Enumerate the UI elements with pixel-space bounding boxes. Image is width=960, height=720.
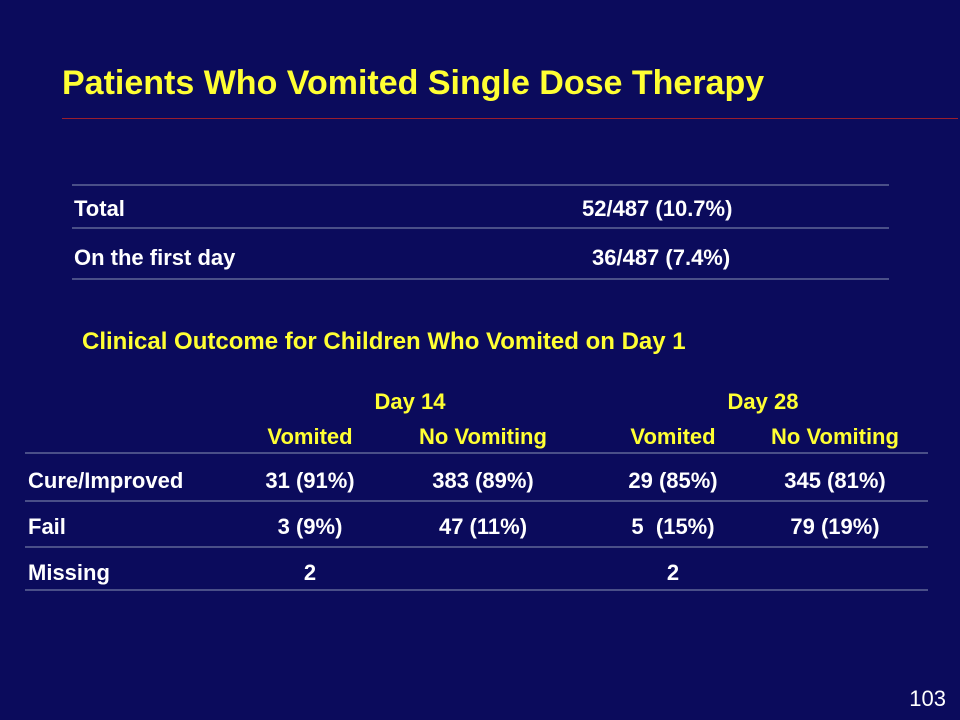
- group-header-day14: Day 14: [374, 389, 446, 414]
- outcome-row-rule: [25, 500, 928, 502]
- row-label: Fail: [28, 514, 66, 539]
- column-header: No Vomiting: [771, 424, 899, 449]
- outcome-row-rule: [25, 546, 928, 548]
- table-cell: 345 (81%): [784, 468, 886, 493]
- summary-rule-bottom: [72, 278, 889, 280]
- outcome-table-title: Clinical Outcome for Children Who Vomite…: [82, 328, 686, 355]
- table-cell: 383 (89%): [432, 468, 534, 493]
- summary-rule-top: [72, 184, 889, 186]
- table-cell: 47 (11%): [438, 514, 528, 539]
- group-header-day28: Day 28: [727, 389, 799, 414]
- summary-row-value: 36/487 (7.4%): [592, 245, 731, 270]
- column-header: No Vomiting: [419, 424, 547, 449]
- page-number: 103: [909, 686, 946, 711]
- table-cell: 2: [666, 560, 680, 585]
- row-label: Missing: [28, 560, 110, 585]
- table-cell: 31 (91%): [265, 468, 355, 493]
- outcome-rule-header: [25, 452, 928, 454]
- column-header: Vomited: [630, 424, 716, 449]
- row-label: Cure/Improved: [28, 468, 184, 493]
- slide-title: Patients Who Vomited Single Dose Therapy: [62, 64, 765, 102]
- summary-row-label: Total: [74, 196, 125, 221]
- outcome-rule-bottom: [25, 589, 928, 591]
- table-cell: 2: [303, 560, 317, 585]
- title-divider: [62, 118, 958, 119]
- table-cell: 3 (9%): [277, 514, 343, 539]
- summary-row-label: On the first day: [74, 245, 236, 270]
- table-cell: 5 (15%): [631, 514, 715, 539]
- column-header: Vomited: [267, 424, 353, 449]
- table-cell: 79 (19%): [790, 514, 880, 539]
- table-cell: 29 (85%): [628, 468, 718, 493]
- summary-rule-mid: [72, 227, 889, 229]
- summary-row-value: 52/487 (10.7%): [582, 196, 733, 221]
